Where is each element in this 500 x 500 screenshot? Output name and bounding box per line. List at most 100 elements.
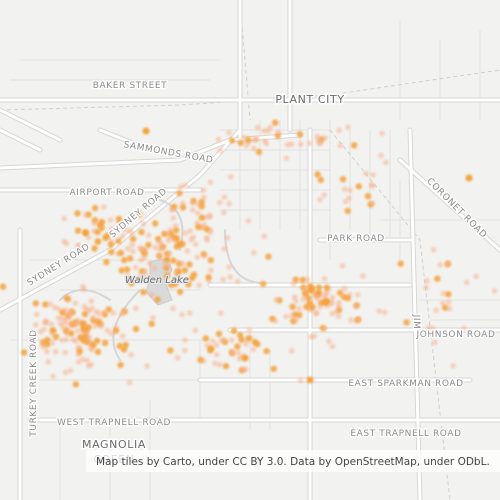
data-point <box>314 171 321 178</box>
data-point <box>440 290 447 297</box>
data-point <box>154 296 161 303</box>
data-point <box>203 234 210 241</box>
data-point <box>344 295 352 302</box>
data-point <box>93 337 101 344</box>
data-point <box>336 127 342 134</box>
data-point <box>81 286 87 293</box>
data-point <box>42 301 49 308</box>
data-point <box>441 304 449 311</box>
data-point <box>59 337 65 344</box>
data-point <box>142 127 150 135</box>
data-point <box>293 317 299 323</box>
data-point <box>148 292 155 298</box>
data-point <box>379 130 385 137</box>
data-point <box>44 341 51 348</box>
data-point <box>159 245 166 252</box>
data-point <box>85 324 92 331</box>
data-point <box>138 246 144 253</box>
data-point <box>317 196 323 203</box>
data-point <box>342 198 349 205</box>
data-point <box>222 362 230 370</box>
data-point <box>202 335 209 342</box>
data-point <box>288 141 295 147</box>
data-point <box>221 194 228 200</box>
data-point <box>207 257 214 264</box>
data-point <box>337 142 344 149</box>
data-point <box>234 278 241 285</box>
data-point <box>217 361 223 368</box>
data-point <box>298 141 304 148</box>
map-label: MAGNOLIA <box>82 438 146 451</box>
data-point <box>28 335 35 342</box>
data-point <box>96 310 102 317</box>
data-point <box>170 215 176 221</box>
data-point <box>224 235 231 241</box>
data-point <box>172 223 179 229</box>
data-point <box>140 221 147 227</box>
data-point <box>446 299 452 305</box>
data-point <box>434 275 441 282</box>
data-point <box>117 361 124 369</box>
data-point <box>151 265 158 272</box>
data-point <box>98 323 104 329</box>
data-point <box>473 273 479 280</box>
data-point <box>182 230 189 236</box>
data-point <box>129 229 135 236</box>
map-label: Walden Lake <box>125 275 189 286</box>
data-point <box>198 198 205 206</box>
data-point <box>234 343 241 350</box>
data-point <box>289 303 296 310</box>
data-point <box>300 296 307 303</box>
data-point <box>170 257 177 264</box>
data-point <box>45 359 51 365</box>
data-point <box>369 200 376 206</box>
data-point <box>129 235 137 243</box>
data-point <box>72 300 79 307</box>
data-point <box>107 217 114 223</box>
data-point <box>152 220 159 227</box>
data-point <box>80 325 87 332</box>
data-point <box>90 341 97 349</box>
data-point <box>84 357 90 364</box>
data-point <box>80 337 87 344</box>
data-point <box>156 239 163 246</box>
data-point <box>213 342 220 348</box>
data-point <box>341 285 348 292</box>
data-point <box>39 341 46 348</box>
data-point <box>296 131 304 138</box>
data-point <box>463 279 470 286</box>
data-point <box>142 248 149 254</box>
data-point <box>182 337 188 343</box>
data-point <box>67 367 74 374</box>
data-point <box>195 223 202 231</box>
data-point <box>57 320 64 327</box>
data-point <box>116 342 124 350</box>
data-point <box>208 267 214 274</box>
data-point <box>220 337 227 344</box>
data-point <box>275 129 282 136</box>
data-points <box>0 119 498 388</box>
map-label: TURKEY CREEK ROAD <box>29 329 39 437</box>
data-point <box>74 328 81 334</box>
data-point <box>148 320 155 327</box>
data-point <box>32 321 39 328</box>
data-point <box>461 325 467 332</box>
data-point <box>317 176 324 183</box>
data-point <box>218 310 224 317</box>
data-point <box>403 319 410 326</box>
data-point <box>128 280 135 287</box>
data-point <box>128 352 134 358</box>
data-point <box>172 227 180 234</box>
data-point <box>126 255 134 262</box>
data-point <box>426 325 432 331</box>
data-point <box>20 349 28 356</box>
data-point <box>124 273 131 279</box>
data-point <box>241 354 249 362</box>
data-point <box>182 347 188 354</box>
data-point <box>82 212 89 218</box>
data-point <box>321 299 329 306</box>
data-point <box>121 256 128 264</box>
data-point <box>136 211 143 218</box>
data-point <box>322 325 328 332</box>
data-point <box>108 248 115 256</box>
